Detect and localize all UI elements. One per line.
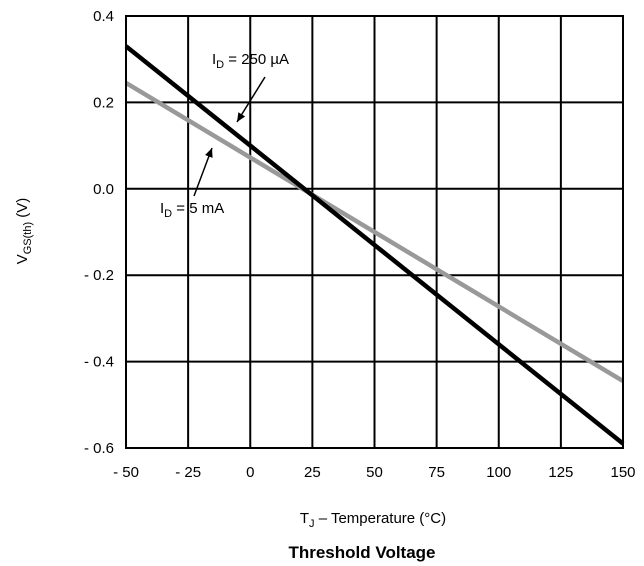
x-tick-label: 50	[366, 464, 383, 481]
y-axis-title: VGS(th) (V)	[14, 198, 34, 265]
y-tick-label: 0.2	[93, 94, 114, 111]
chart-title: Threshold Voltage	[288, 543, 435, 562]
x-tick-label: 0	[246, 464, 254, 481]
y-tick-label: 0.4	[93, 8, 114, 25]
x-tick-label: 150	[610, 464, 635, 481]
x-axis-title: TJ – Temperature (°C)	[300, 510, 446, 530]
series-line-id-250ua	[124, 44, 625, 446]
y-tick-labels: 0.4 0.2 0.0 - 0.2 - 0.4 - 0.6	[84, 8, 114, 457]
arrow-id-5ma	[193, 147, 213, 197]
x-tick-label: 100	[486, 464, 511, 481]
x-tick-label: 25	[304, 464, 321, 481]
series-layer	[124, 44, 625, 446]
y-tick-label: - 0.6	[84, 440, 114, 457]
plot-frame	[125, 15, 624, 449]
x-tick-label: 125	[548, 464, 573, 481]
annotation-arrows	[193, 76, 266, 197]
x-tick-labels: - 50 - 25 0 25 50 75 100 125 150	[113, 464, 635, 481]
y-tick-label: - 0.4	[84, 354, 114, 371]
arrow-id-250ua	[236, 76, 266, 123]
annotation-id-5ma: ID = 5 mA	[160, 200, 224, 220]
y-tick-label: - 0.2	[84, 267, 114, 284]
y-tick-label: 0.0	[93, 181, 114, 198]
x-tick-label: - 50	[113, 464, 139, 481]
x-tick-label: - 25	[175, 464, 201, 481]
series-line-id-5ma	[124, 81, 625, 383]
x-tick-label: 75	[428, 464, 445, 481]
annotation-id-250ua: ID = 250 µA	[212, 51, 289, 71]
